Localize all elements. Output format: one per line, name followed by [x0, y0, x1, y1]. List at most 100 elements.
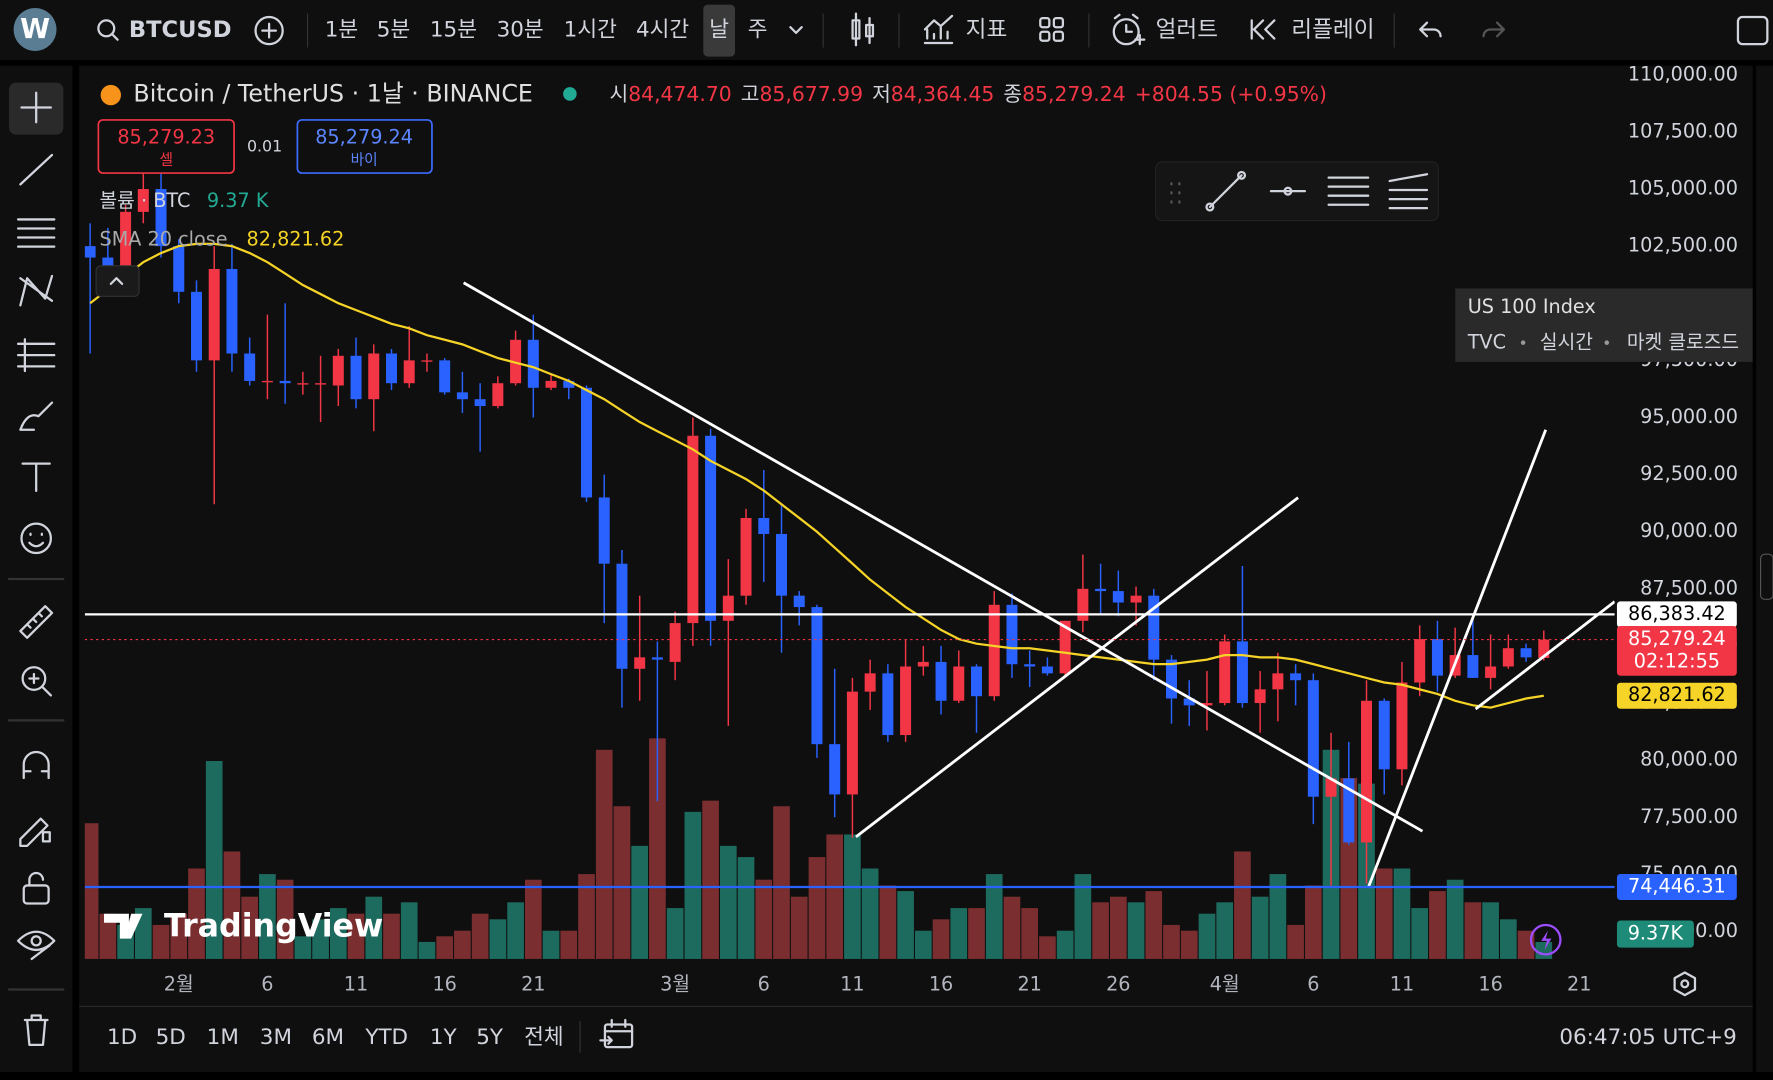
lock-drawing-tool[interactable] [19, 817, 51, 847]
indicators[interactable]: 지표 [966, 17, 1008, 43]
range-button[interactable]: 6M [312, 1025, 344, 1050]
volume-bar [454, 930, 471, 959]
range-button[interactable]: 5D [156, 1025, 186, 1050]
volume-bar [1109, 896, 1127, 959]
logo[interactable] [13, 7, 57, 51]
fan-tool[interactable] [1388, 173, 1429, 210]
trend-line[interactable] [855, 496, 1299, 838]
volume-bar [99, 913, 117, 959]
candle-body [492, 383, 504, 407]
undo[interactable] [1419, 21, 1442, 38]
volume-bar [436, 936, 454, 959]
volume-bar [1251, 896, 1269, 959]
scroll-handle[interactable] [1759, 553, 1773, 600]
trend-line[interactable] [1474, 600, 1615, 711]
tooltip-details: TVC 실시간 마켓 클로즈드 [1467, 330, 1739, 353]
interval-menu[interactable] [789, 26, 803, 34]
legend-ohlc: 시84,474.70 고85,677.99 저84,364.45 종85,279.24… [609, 82, 1326, 106]
x-tick-label: 26 [1106, 972, 1130, 995]
interval[interactable]: 15분 [430, 18, 477, 43]
interval[interactable]: 날 [709, 18, 729, 43]
volume-bar [347, 913, 365, 959]
replay[interactable]: 리플레이 [1291, 17, 1374, 43]
x-tick-label: 3월 [660, 972, 690, 995]
top-toolbar [0, 0, 1773, 61]
range-button[interactable]: 5Y [476, 1025, 504, 1050]
range-button[interactable]: 1D [107, 1025, 137, 1050]
interval[interactable]: 주 [748, 18, 768, 43]
level-label-badge [1616, 874, 1737, 901]
x-tick-label: 11 [344, 972, 368, 995]
lock-tool[interactable] [22, 884, 50, 905]
add-symbol[interactable] [254, 15, 284, 46]
volume-bar [932, 919, 950, 959]
candle-body [634, 657, 646, 669]
layouts-icon[interactable] [1039, 17, 1065, 42]
pattern-tool[interactable] [19, 274, 54, 307]
buy-button[interactable] [296, 119, 433, 174]
trend-line[interactable] [1366, 429, 1548, 889]
candle-body [846, 691, 858, 795]
buy-label: 바이 [351, 152, 378, 169]
sell-button[interactable] [97, 119, 235, 174]
volume-bar [1163, 924, 1180, 959]
sma-label: 82,821.62 [1628, 683, 1726, 706]
indicators-icon[interactable] [923, 14, 954, 45]
symbol[interactable]: BTCUSD [129, 17, 232, 43]
interval[interactable]: 4시간 [636, 18, 689, 43]
candle-body [208, 268, 220, 361]
interval[interactable]: 1시간 [564, 18, 617, 43]
text-tool[interactable] [21, 462, 51, 492]
left-toolbar [0, 65, 73, 1073]
delete-tool[interactable] [23, 1014, 49, 1047]
alert-icon[interactable] [1112, 13, 1146, 46]
volume-bar [241, 896, 259, 959]
candle-body [1077, 588, 1089, 621]
chart-type-icon[interactable] [851, 12, 875, 47]
collapse-legend[interactable] [95, 265, 140, 297]
drawing-tools [7, 82, 65, 1047]
settings[interactable] [1673, 971, 1697, 997]
range-button[interactable]: 전체 [524, 1025, 564, 1050]
search-icon[interactable] [97, 19, 119, 41]
interval[interactable]: 1분 [325, 18, 358, 43]
tooltip [1455, 288, 1753, 362]
goto-date[interactable] [599, 1018, 634, 1049]
replay-icon[interactable] [1250, 19, 1276, 40]
zoom-tool[interactable] [21, 666, 47, 691]
levels-tool[interactable] [1327, 176, 1370, 206]
emoji-tool[interactable] [20, 522, 53, 555]
candle-body [1272, 673, 1284, 690]
tooltip-title: US 100 Index [1468, 295, 1596, 318]
candle-body [705, 435, 717, 621]
measure-tool[interactable] [19, 605, 54, 639]
volume-bar [613, 806, 631, 959]
separator-dot [1604, 340, 1610, 345]
interval[interactable]: 30분 [497, 18, 544, 43]
volume-bar [595, 749, 613, 959]
range-button[interactable]: 1Y [430, 1025, 458, 1050]
range-button[interactable]: 1M [207, 1025, 239, 1050]
candle-body [1112, 591, 1124, 603]
hide-tool[interactable] [16, 930, 56, 961]
crosshair-tool[interactable] [20, 91, 53, 124]
panel-toggle[interactable] [1736, 15, 1769, 46]
y-tick-label: 102,500.00 [1628, 234, 1738, 257]
brush-tool[interactable] [19, 401, 54, 431]
fib-tool[interactable] [16, 218, 56, 248]
active-interval [703, 4, 735, 57]
legend-title: Bitcoin / TetherUS · 1날 · BINANCE [133, 80, 533, 108]
line-tool[interactable] [1208, 174, 1243, 209]
trend-line[interactable] [462, 281, 1424, 833]
magnet-tool[interactable] [22, 750, 50, 780]
volume-bar [152, 924, 170, 959]
alerts[interactable]: 얼러트 [1156, 17, 1218, 43]
candle-body [882, 673, 894, 736]
redo[interactable] [1482, 21, 1506, 38]
interval[interactable]: 5분 [377, 18, 410, 43]
range-button[interactable]: YTD [364, 1025, 408, 1050]
forecast-tool[interactable] [16, 338, 56, 373]
range-button[interactable]: 3M [260, 1025, 292, 1050]
lightning[interactable] [1529, 923, 1562, 956]
trendline-tool[interactable] [19, 153, 54, 186]
